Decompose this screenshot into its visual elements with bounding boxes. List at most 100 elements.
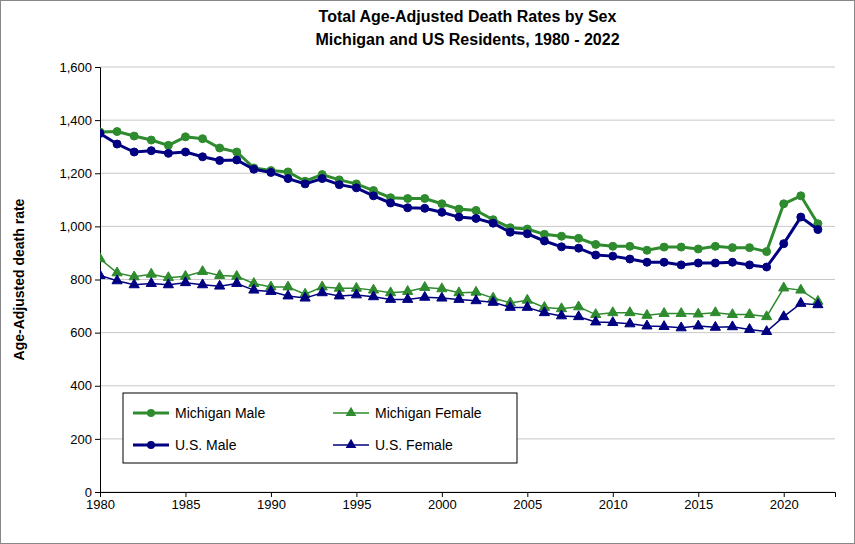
data-point: [420, 282, 430, 291]
data-point: [746, 261, 754, 269]
data-point: [813, 299, 823, 308]
data-point: [403, 294, 413, 303]
data-point: [642, 309, 652, 318]
grid-line: [100, 120, 835, 121]
data-point: [643, 258, 651, 266]
data-point: [147, 136, 155, 144]
data-point: [472, 206, 480, 214]
data-point: [267, 168, 275, 176]
data-point: [130, 148, 138, 156]
data-point: [626, 255, 634, 263]
series: [100, 270, 823, 335]
data-point: [626, 242, 634, 250]
data-point: [387, 199, 395, 207]
data-point: [215, 270, 225, 279]
series-line: [100, 132, 818, 252]
tick: 1,000: [59, 219, 100, 234]
tick-label: 1990: [257, 497, 286, 512]
series-line: [100, 259, 818, 317]
series: [100, 129, 822, 271]
data-point: [180, 277, 190, 286]
data-point: [746, 244, 754, 252]
legend-marker: [346, 407, 357, 416]
data-point: [727, 309, 737, 318]
series: [100, 128, 822, 256]
tick: 200: [70, 432, 100, 447]
tick-mark: [95, 439, 100, 440]
data-point: [283, 290, 293, 299]
data-point: [796, 298, 806, 307]
data-point: [421, 204, 429, 212]
data-point: [352, 184, 360, 192]
data-point: [100, 270, 105, 279]
data-point: [592, 251, 600, 259]
data-point: [506, 228, 514, 236]
data-point: [762, 326, 772, 335]
data-point: [710, 321, 720, 330]
data-point: [471, 295, 481, 304]
tick: 1995: [342, 492, 371, 512]
data-point: [249, 284, 259, 293]
legend-marker: [147, 441, 155, 449]
chart: 02004006008001,0001,2001,4001,6001980198…: [0, 0, 855, 544]
tick-mark: [95, 226, 100, 227]
tick: 2000: [428, 492, 457, 512]
tick: 400: [70, 378, 100, 393]
legend-marker: [346, 439, 357, 448]
data-point: [233, 148, 241, 156]
series: [100, 253, 823, 320]
legend-label: Michigan Female: [375, 405, 482, 421]
data-point: [100, 129, 104, 137]
data-point: [694, 259, 702, 267]
data-point: [112, 275, 122, 284]
grid-line: [100, 173, 835, 174]
data-point: [438, 208, 446, 216]
tick-label: 2000: [428, 497, 457, 512]
grid-line: [100, 67, 835, 68]
tick-mark: [95, 386, 100, 387]
series-line: [100, 133, 818, 267]
tick-label: 600: [70, 325, 92, 340]
data-point: [199, 153, 207, 161]
data-point: [694, 245, 702, 253]
data-point: [164, 149, 172, 157]
data-point: [643, 246, 651, 254]
data-point: [130, 132, 138, 140]
data-point: [197, 266, 207, 275]
data-point: [693, 320, 703, 329]
data-point: [575, 234, 583, 242]
data-point: [659, 308, 669, 317]
tick-label: 2005: [513, 497, 542, 512]
data-point: [574, 301, 584, 310]
data-point: [592, 240, 600, 248]
data-point: [437, 292, 447, 301]
data-point: [608, 307, 618, 316]
data-point: [488, 296, 498, 305]
data-point: [744, 309, 754, 318]
legend-item: Michigan Female: [333, 405, 482, 421]
grid-line: [100, 332, 835, 333]
y-axis: 02004006008001,0001,2001,4001,600: [59, 60, 100, 500]
data-point: [113, 140, 121, 148]
data-point: [216, 144, 224, 152]
data-point: [575, 244, 583, 252]
data-point: [574, 311, 584, 320]
tick-mark: [95, 173, 100, 174]
data-point: [317, 287, 327, 296]
data-point: [232, 278, 242, 287]
data-point: [385, 294, 395, 303]
tick-label: 1,400: [59, 113, 92, 128]
legend-marker: [147, 409, 155, 417]
data-point: [711, 259, 719, 267]
data-point: [421, 194, 429, 202]
tick: 1985: [172, 492, 201, 512]
data-point: [318, 175, 326, 183]
data-point: [404, 194, 412, 202]
grid-line: [100, 385, 835, 386]
tick: 600: [70, 325, 100, 340]
data-point: [609, 252, 617, 260]
data-point: [472, 214, 480, 222]
data-point: [437, 283, 447, 292]
data-point: [489, 219, 497, 227]
data-point: [404, 204, 412, 212]
